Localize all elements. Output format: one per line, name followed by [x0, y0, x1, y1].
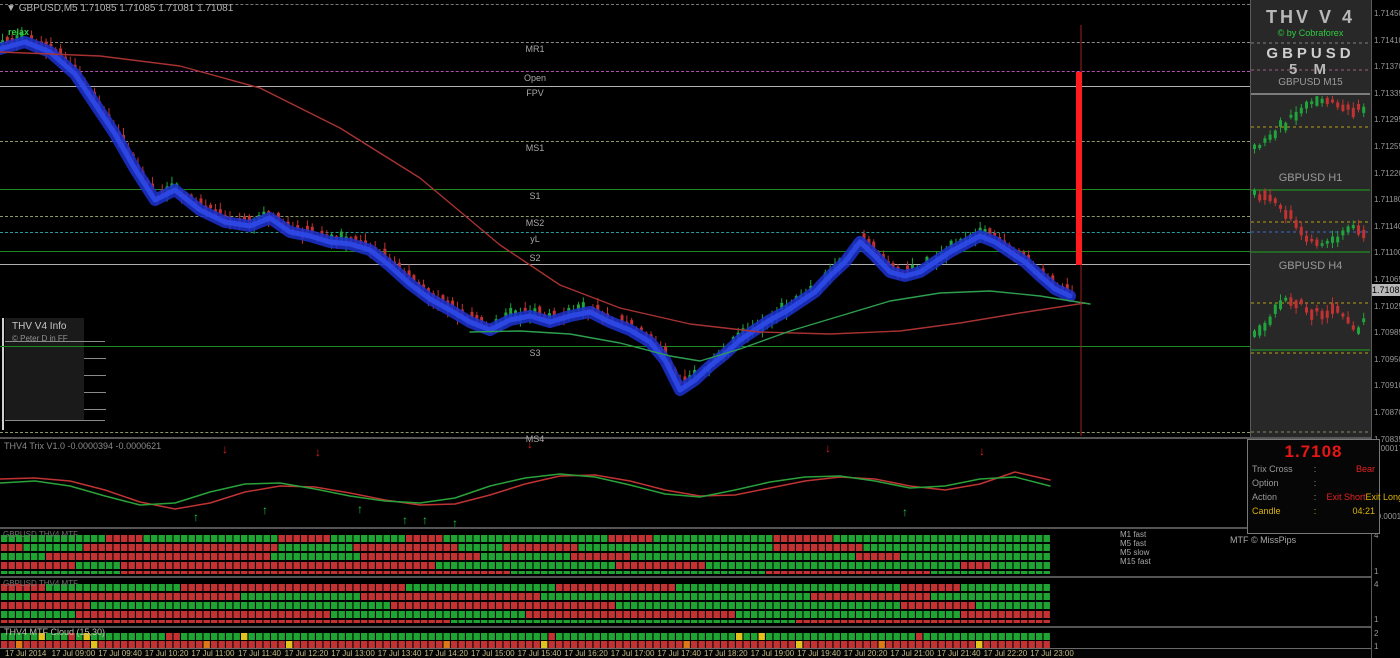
- action-exit-long: Exit Long: [1365, 492, 1400, 502]
- level-line-S1: [0, 189, 1250, 190]
- level-line-plain: [0, 264, 1250, 265]
- price-axis-label: 1.71255: [1374, 142, 1400, 151]
- info-panel-rule: [5, 420, 105, 421]
- info-box-price: 1.7108: [1284, 442, 1343, 461]
- separator-mtf1-mtf2[interactable]: [0, 576, 1371, 578]
- info-panel-rule: [84, 392, 106, 393]
- price-axis-label: 1.70835: [1374, 434, 1400, 444]
- price-axis-label: 1.71295: [1374, 115, 1400, 125]
- info-box-row-candle: Candle : 04:21: [1252, 504, 1375, 518]
- price-axis-label: 1.70950: [1374, 354, 1400, 364]
- row-label: Trix Cross: [1252, 464, 1293, 474]
- time-axis-label: 17 Jul 09:00: [51, 649, 96, 658]
- separator-main-trix[interactable]: [0, 437, 1371, 439]
- time-axis-label: 17 Jul 15:00: [471, 649, 515, 658]
- price-axis-label: 1.70870: [1374, 408, 1400, 417]
- info-panel-rule: [84, 409, 106, 410]
- time-axis-label: 17 Jul 18:20: [704, 649, 748, 658]
- subwindow-scale-label: 4: [1374, 580, 1379, 589]
- time-axis-label: 17 Jul 13:40: [377, 649, 422, 658]
- colon: :: [1313, 492, 1317, 502]
- row-label: Option: [1252, 478, 1279, 488]
- time-axis-label: 17 Jul 22:20: [983, 649, 1028, 658]
- separator-trix-mtf1[interactable]: [0, 527, 1371, 529]
- price-axis-label: 1.71100: [1374, 248, 1400, 258]
- time-axis-label: 17 Jul 16:20: [564, 649, 608, 658]
- trix-cross-value: Bear: [1355, 464, 1375, 474]
- time-axis-label: 17 Jul 20:20: [843, 649, 888, 658]
- option-value: [1320, 476, 1375, 490]
- levels-layer: [0, 4, 1250, 433]
- time-axis-label: 17 Jul 2014: [5, 649, 47, 658]
- time-axis-label: 17 Jul 12:20: [284, 649, 329, 658]
- level-line-yL: [0, 232, 1250, 233]
- info-panel-rule: [5, 341, 105, 342]
- info-box-row-action: Action : Exit ShortExit Long: [1252, 490, 1400, 504]
- row-label: Candle: [1252, 506, 1281, 516]
- colon: :: [1313, 478, 1317, 488]
- info-box-row-trix-cross: Trix Cross : Bear: [1252, 462, 1375, 476]
- time-axis-label: 17 Jul 15:40: [517, 649, 562, 658]
- side-panel: [1250, 0, 1372, 437]
- level-line-MS2: [0, 216, 1250, 217]
- price-axis-label: 1.71065: [1374, 275, 1400, 284]
- level-line-plain: [0, 4, 1250, 5]
- time-axis-label: 17 Jul 11:40: [238, 649, 281, 658]
- price-axis-label: 1.71370: [1374, 62, 1400, 72]
- subwindow-scale-label: 1: [1374, 642, 1379, 651]
- subwindow-scale-label: 4: [1374, 531, 1379, 540]
- current-price-tag: 1.71081: [1372, 284, 1400, 296]
- subwindow-scale-label: 1: [1374, 567, 1379, 576]
- level-line-Open: [0, 71, 1250, 72]
- time-axis-label: 17 Jul 19:40: [797, 649, 841, 658]
- price-axis-label: 1.71180: [1374, 195, 1400, 205]
- info-panel-rule: [84, 375, 106, 376]
- price-axis-label: 1.71410: [1374, 35, 1400, 45]
- colon: :: [1313, 464, 1317, 474]
- subwindow-scale-label: -0.00019: [1374, 512, 1400, 521]
- candle-countdown-value: 04:21: [1352, 506, 1375, 516]
- price-axis-label: 1.71140: [1374, 221, 1400, 231]
- price-axis-label: 1.71025: [1374, 301, 1400, 311]
- price-axis-label: 1.70910: [1374, 381, 1400, 391]
- separator-mtf2-cloud[interactable]: [0, 626, 1371, 628]
- time-axis-label: 17 Jul 23:00: [1030, 649, 1074, 658]
- row-label: Action: [1252, 492, 1278, 502]
- action-exit-short: Exit Short: [1326, 492, 1366, 502]
- action-value: Exit ShortExit Long: [1320, 490, 1400, 504]
- thv-trade-info-box: 1.7108 Trix Cross : Bear Option : Action…: [1247, 439, 1400, 534]
- price-axis-label: 1.71220: [1374, 168, 1400, 178]
- price-axis-label: 1.70985: [1374, 328, 1400, 338]
- level-line-S3: [0, 346, 1250, 347]
- separator-cloud-axis: [0, 648, 1371, 649]
- time-axis-label: 17 Jul 14:20: [424, 649, 468, 658]
- subwindow-scale-label: 0.000175: [1374, 444, 1400, 453]
- price-axis-label: 1.71450: [1374, 9, 1400, 18]
- level-line-MS1: [0, 141, 1250, 142]
- time-axis-label: 17 Jul 17:40: [657, 649, 701, 658]
- time-axis-label: 17 Jul 10:20: [144, 649, 189, 658]
- level-line-MR1: [0, 42, 1250, 43]
- colon: :: [1313, 506, 1317, 516]
- time-axis-label: 17 Jul 21:40: [937, 649, 981, 658]
- time-axis-label: 17 Jul 17:00: [610, 649, 655, 658]
- time-axis-label: 17 Jul 11:00: [191, 649, 235, 658]
- level-line-FPV: [0, 86, 1250, 87]
- level-line-S2: [0, 251, 1250, 252]
- time-axis-label: 17 Jul 19:00: [750, 649, 795, 658]
- subwindow-scale-label: 2: [1374, 629, 1379, 638]
- subwindow-scale-label: 1: [1374, 615, 1379, 624]
- level-line-MS4: [0, 432, 1250, 433]
- price-axis[interactable]: 1.71450 1.71410 1.71370 1.71335 1.71295 1.712…: [1372, 0, 1400, 658]
- info-box-row-option: Option :: [1252, 476, 1375, 490]
- time-axis-label: 17 Jul 13:00: [331, 649, 375, 658]
- time-axis-label: 17 Jul 09:40: [98, 649, 142, 658]
- info-panel-rule: [84, 358, 106, 359]
- time-axis-label: 17 Jul 21:00: [890, 649, 934, 658]
- time-axis[interactable]: 17 Jul 2014 17 Jul 09:00 17 Jul 09:40 17 Ju…: [0, 649, 1371, 658]
- axis-border: [1371, 0, 1372, 658]
- price-axis-label: 1.71335: [1374, 88, 1400, 98]
